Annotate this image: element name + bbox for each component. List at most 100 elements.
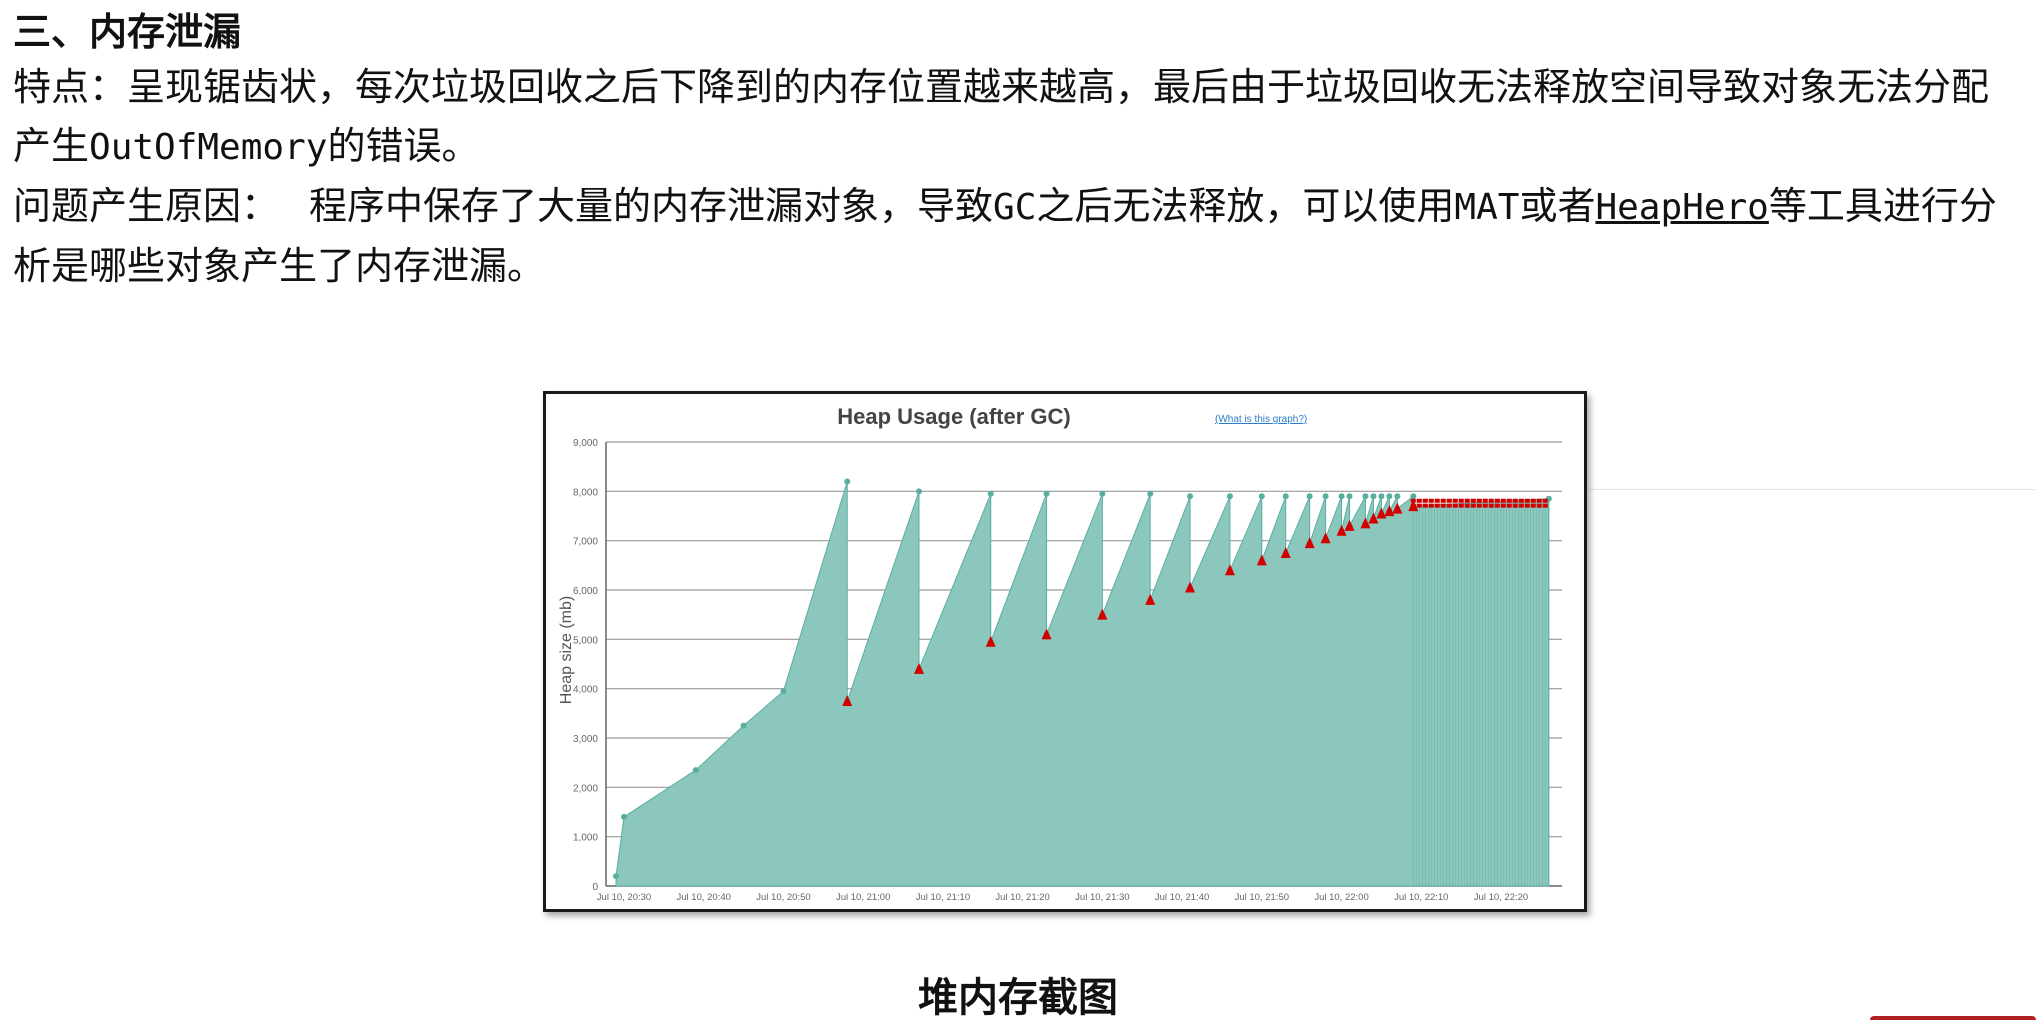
heap-point: [1187, 493, 1194, 500]
y-tick-label: 4,000: [573, 685, 598, 696]
plateau-low-marker: [1458, 503, 1464, 508]
gc-low-marker: [842, 695, 853, 706]
corner-decoration: [1870, 1016, 2036, 1020]
plateau-low-marker: [1410, 503, 1416, 508]
x-tick-label: Jul 10, 21:50: [1235, 892, 1289, 903]
heap-point: [987, 490, 994, 497]
plateau-high-marker: [1530, 498, 1536, 503]
plateau-low-marker: [1452, 503, 1458, 508]
gc-low-marker: [1344, 519, 1355, 531]
x-tick-label: Jul 10, 20:30: [597, 892, 651, 903]
gc-low-marker: [913, 662, 924, 674]
heap-point: [1338, 493, 1345, 500]
heap-point: [613, 873, 620, 880]
mat-code: MAT: [1454, 187, 1520, 228]
cause-text-4: 等工具进行分析是哪些对象产生了内存泄漏。: [13, 184, 1997, 288]
plateau-low-marker: [1464, 503, 1470, 508]
heap-point: [1147, 490, 1154, 497]
plateau-high-marker: [1536, 498, 1542, 503]
heap-point: [1394, 493, 1401, 500]
plateau-high-marker: [1470, 498, 1476, 503]
plateau-low-marker: [1470, 503, 1476, 508]
heaphero-link[interactable]: HeapHero: [1595, 187, 1769, 228]
divider-line: [1590, 489, 2036, 490]
plateau-low-marker: [1422, 503, 1428, 508]
plateau-high-marker: [1506, 498, 1512, 503]
plateau-high-marker: [1440, 498, 1446, 503]
x-tick-label: Jul 10, 22:00: [1314, 892, 1368, 903]
plateau-high-marker: [1488, 498, 1494, 503]
x-tick-label: Jul 10, 21:00: [836, 892, 890, 903]
heap-usage-chart: Heap Usage (after GC) (What is this grap…: [558, 404, 1562, 903]
x-tick-label: Jul 10, 22:20: [1474, 892, 1528, 903]
y-tick-label: 8,000: [573, 487, 598, 498]
y-tick-label: 1,000: [573, 833, 598, 844]
gc-low-marker: [985, 635, 996, 647]
cause-paragraph: 问题产生原因： 程序中保存了大量的内存泄漏对象，导致GC之后无法释放，可以使用MA…: [13, 177, 2023, 296]
plateau-low-marker: [1506, 503, 1512, 508]
plateau-low-marker: [1512, 503, 1518, 508]
gc-low-marker: [1368, 512, 1379, 524]
plateau-low-marker: [1476, 503, 1482, 508]
plateau-high-marker: [1524, 498, 1530, 503]
heap-point: [1370, 493, 1377, 500]
cause-text-1: 程序中保存了大量的内存泄漏对象，导致: [309, 184, 994, 228]
heap-point: [1258, 493, 1265, 500]
gc-code: GC: [993, 187, 1037, 228]
gc-low-marker: [1280, 547, 1291, 558]
what-is-this-graph-link[interactable]: (What is this graph?): [1215, 414, 1307, 425]
plateau-low-marker: [1428, 503, 1434, 508]
plateau-low-marker: [1494, 503, 1500, 508]
x-tick-label: Jul 10, 20:40: [677, 892, 731, 903]
plateau-low-marker: [1482, 503, 1488, 508]
features-text: 特点：呈现锯齿状，每次垃圾回收之后下降到的内存位置越来越高，最后由于垃圾回收无法…: [13, 65, 1990, 168]
heap-point: [692, 767, 699, 774]
gc-low-marker: [1185, 581, 1196, 593]
plateau-low-marker: [1542, 503, 1548, 508]
figure-caption: 堆内存截图: [918, 975, 1118, 1021]
gc-low-marker: [1224, 564, 1235, 576]
gc-low-marker: [1320, 532, 1331, 544]
y-tick-label: 0: [592, 882, 598, 893]
heap-point: [1410, 493, 1417, 500]
heap-point: [844, 478, 851, 485]
y-tick-label: 6,000: [573, 586, 598, 597]
gc-markers: [842, 498, 1548, 706]
heap-point: [1282, 493, 1289, 500]
heap-point: [1099, 490, 1106, 497]
y-tick-labels: 0 1,000 2,000 3,000 4,000 5,000 6,000 7,000 8,00…: [573, 438, 598, 893]
cause-text-2: 之后无法释放，可以使用: [1036, 184, 1455, 228]
heap-point: [1362, 493, 1369, 500]
plateau-high-marker: [1512, 498, 1518, 503]
gc-low-marker: [1336, 524, 1347, 536]
plateau-high-marker: [1422, 498, 1428, 503]
plateau-high-marker: [1500, 498, 1506, 503]
y-tick-label: 9,000: [573, 438, 598, 449]
heap-area: [615, 481, 1550, 887]
outofmemory-code: OutOfMemory: [89, 127, 328, 168]
plateau-low-marker: [1536, 503, 1542, 508]
plateau-high-marker: [1458, 498, 1464, 503]
plateau-high-marker: [1518, 498, 1524, 503]
gc-low-marker: [1376, 507, 1387, 519]
heap-point: [780, 688, 787, 695]
chart-title: Heap Usage (after GC): [837, 404, 1071, 429]
heap-area-series: [613, 478, 1552, 887]
plateau-low-marker: [1446, 503, 1452, 508]
y-tick-label: 2,000: [573, 783, 598, 794]
plateau-high-marker: [1494, 498, 1500, 503]
features-paragraph: 特点：呈现锯齿状，每次垃圾回收之后下降到的内存位置越来越高，最后由于垃圾回收无法…: [13, 58, 2023, 177]
heap-point: [1306, 493, 1313, 500]
heap-point: [915, 488, 922, 495]
plateau-low-marker: [1518, 503, 1524, 508]
x-tick-label: Jul 10, 21:30: [1075, 892, 1129, 903]
y-axis-label: Heap size (mb): [558, 596, 575, 704]
gc-low-marker: [1041, 628, 1052, 640]
gc-low-marker: [1256, 554, 1267, 566]
x-tick-label: Jul 10, 21:40: [1155, 892, 1209, 903]
plateau-low-marker: [1488, 503, 1494, 508]
heap-point: [1322, 493, 1329, 500]
gc-low-marker: [1384, 505, 1395, 517]
plateau-high-marker: [1464, 498, 1470, 503]
gc-low-marker: [1392, 502, 1403, 514]
